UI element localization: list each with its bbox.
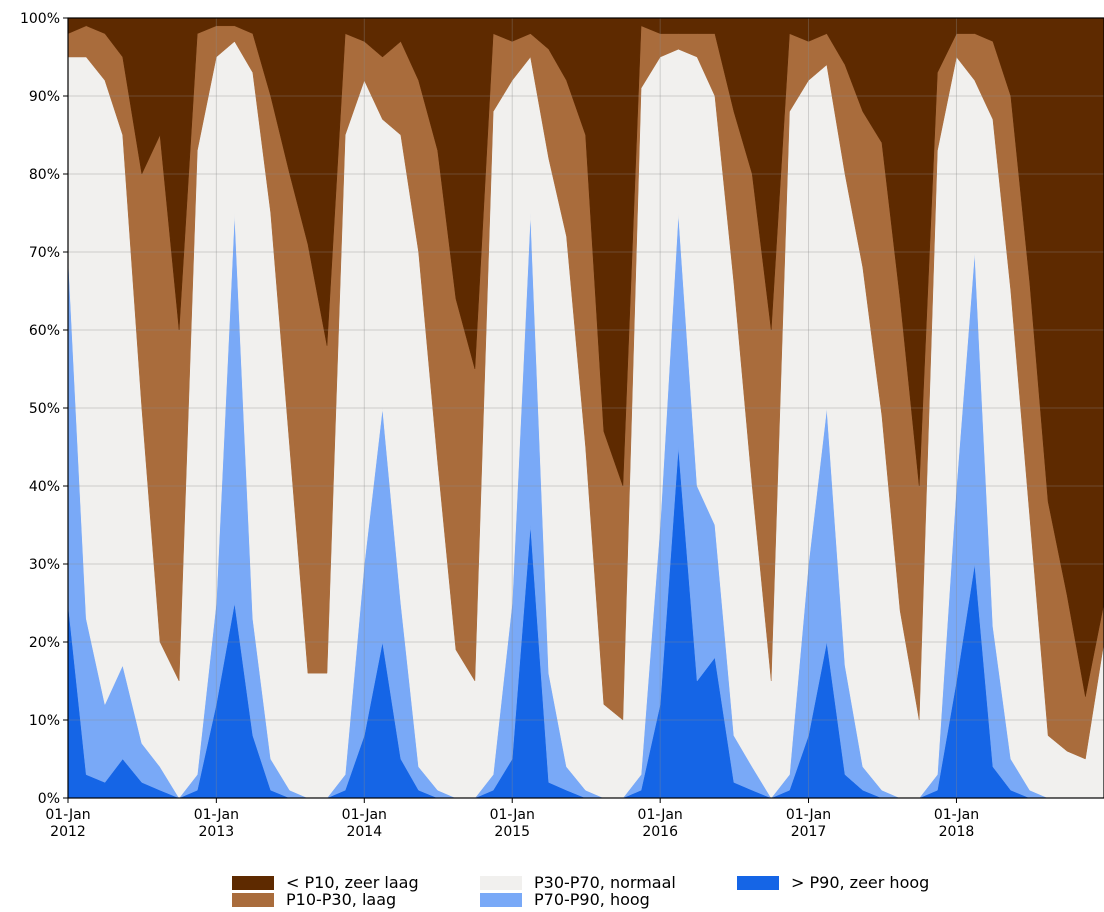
legend-item-zeer-hoog: > P90, zeer hoog [737, 874, 929, 892]
y-tick-label: 60% [29, 323, 60, 339]
legend: < P10, zeer laag P10-P30, laag P30-P70, … [232, 872, 992, 912]
x-tick-label-day: 01-Jan [342, 807, 387, 823]
x-tick-label-day: 01-Jan [786, 807, 831, 823]
y-tick-label: 0% [38, 791, 60, 807]
y-axis: 0% 10% 20% 30% 40% 50% 60% 70% 80% 90% 100% [20, 11, 68, 807]
y-tick-label: 20% [29, 635, 60, 651]
legend-label-laag: P10-P30, laag [286, 890, 397, 909]
legend-label-normaal: P30-P70, normaal [534, 873, 676, 892]
x-tick-label-year: 2016 [642, 824, 678, 840]
grid-layer [67, 18, 1104, 798]
x-tick-label-day: 01-Jan [45, 807, 90, 823]
legend-swatch-laag [232, 893, 274, 907]
y-tick-label: 90% [29, 89, 60, 105]
x-tick-label-year: 2014 [346, 824, 382, 840]
x-tick-label-day: 01-Jan [638, 807, 683, 823]
y-tick-label: 70% [29, 245, 60, 261]
x-axis: 01-Jan201201-Jan201301-Jan201401-Jan2015… [45, 798, 979, 840]
x-tick-label-day: 01-Jan [934, 807, 979, 823]
y-tick-label: 80% [29, 167, 60, 183]
legend-swatch-zeer-hoog [737, 876, 779, 890]
legend-swatch-normaal [480, 876, 522, 890]
x-tick-label-day: 01-Jan [490, 807, 535, 823]
legend-item-zeer-laag: < P10, zeer laag [232, 874, 419, 892]
y-tick-label: 50% [29, 401, 60, 417]
x-tick-label-year: 2012 [50, 824, 86, 840]
x-tick-label-year: 2018 [939, 824, 975, 840]
x-tick-label-year: 2013 [199, 824, 235, 840]
legend-label-hoog: P70-P90, hoog [534, 890, 650, 909]
legend-label-zeer-laag: < P10, zeer laag [286, 873, 419, 892]
x-tick-label-year: 2017 [791, 824, 827, 840]
legend-item-laag: P10-P30, laag [232, 891, 396, 909]
legend-item-normaal: P30-P70, normaal [480, 874, 676, 892]
y-tick-label: 30% [29, 557, 60, 573]
y-tick-label: 100% [20, 11, 60, 27]
x-tick-label-year: 2015 [494, 824, 530, 840]
legend-swatch-hoog [480, 893, 522, 907]
legend-label-zeer-hoog: > P90, zeer hoog [791, 873, 930, 892]
y-tick-label: 10% [29, 713, 60, 729]
y-tick-label: 40% [29, 479, 60, 495]
stacked-area-chart: 0% 10% 20% 30% 40% 50% 60% 70% 80% 90% 100% 01-Jan… [20, 11, 1104, 840]
legend-item-hoog: P70-P90, hoog [480, 891, 650, 909]
legend-swatch-zeer-laag [232, 876, 274, 890]
x-tick-label-day: 01-Jan [194, 807, 239, 823]
